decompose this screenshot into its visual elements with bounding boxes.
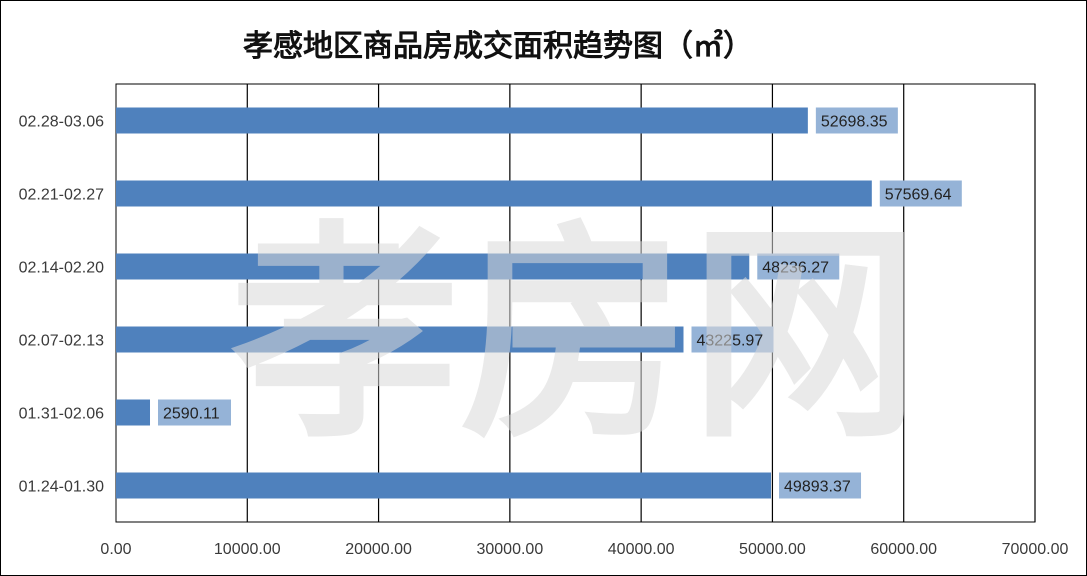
- data-label-box: [815, 107, 898, 134]
- data-label-box: [158, 399, 232, 426]
- y-tick-label: 02.28-03.06: [19, 114, 105, 131]
- x-tick-label: 0.00: [100, 541, 131, 558]
- x-tick-label: 20000.00: [345, 541, 412, 558]
- y-tick-label: 01.24-01.30: [19, 479, 105, 496]
- data-label-box: [691, 326, 774, 353]
- x-tick-label: 50000.00: [739, 541, 806, 558]
- y-tick-label: 02.21-02.27: [19, 187, 105, 204]
- bar: [116, 326, 684, 353]
- data-label: 48236.27: [762, 260, 829, 277]
- plot-area: 0.00 10000.00 20000.00 30000.00 40000.00 5000…: [19, 83, 1069, 558]
- x-tick-label: 30000.00: [476, 541, 543, 558]
- bar: [116, 107, 808, 134]
- bar: [116, 180, 872, 207]
- y-tick-label: 02.07-02.13: [19, 333, 105, 350]
- bar: [116, 253, 750, 280]
- bar: [116, 472, 772, 499]
- bar: [116, 399, 151, 426]
- data-label: 52698.35: [821, 114, 888, 131]
- chart-title: 孝感地区商品房成交面积趋势图（㎡）: [243, 29, 753, 64]
- data-label-box: [879, 180, 962, 207]
- y-tick-label: 02.14-02.20: [19, 260, 105, 277]
- data-label: 2590.11: [163, 406, 220, 423]
- data-label: 43225.97: [696, 333, 763, 350]
- x-tick-label: 40000.00: [608, 541, 675, 558]
- data-label: 57569.64: [885, 187, 952, 204]
- watermark-text: 孝房网: [230, 203, 920, 470]
- y-tick-label: 01.31-02.06: [19, 406, 105, 423]
- x-tick-label: 60000.00: [870, 541, 937, 558]
- data-label: 49893.37: [784, 479, 851, 496]
- data-label-box: [779, 472, 862, 499]
- x-tick-label: 10000.00: [214, 541, 281, 558]
- x-tick-label: 70000.00: [1002, 541, 1069, 558]
- data-label-box: [757, 253, 840, 280]
